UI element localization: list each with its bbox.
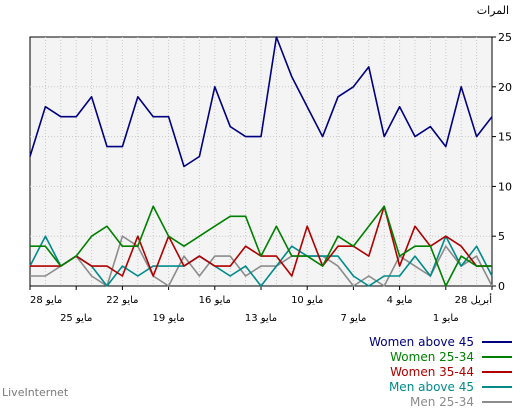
credit-text: LiveInternet bbox=[2, 386, 69, 399]
x-tick-label: 28 أبريل bbox=[455, 293, 493, 306]
series-line bbox=[29, 235, 493, 287]
legend-item: Men above 45 bbox=[292, 379, 512, 394]
x-axis-ticks: 28 مايو 22 مايو 16 مايو 10 مايو 4 مايو 28 أبر… bbox=[29, 286, 493, 324]
legend-item: Women 25-34 bbox=[292, 349, 512, 364]
y-tick-label: 25 bbox=[498, 31, 512, 44]
legend-swatch bbox=[482, 355, 512, 358]
series-line bbox=[30, 205, 492, 287]
x-tick-label: 4 مايو bbox=[387, 295, 413, 306]
legend-swatch bbox=[482, 400, 512, 403]
legend-item: Men 25-34 bbox=[292, 394, 512, 409]
legend-label: Men 25-34 bbox=[409, 394, 474, 409]
legend-label: Women 35-44 bbox=[390, 364, 474, 379]
legend-item: Women 35-44 bbox=[292, 364, 512, 379]
x-tick-label: 13 مايو bbox=[245, 313, 277, 324]
y-tick-label: 0 bbox=[498, 280, 505, 293]
y-axis-ticks: 0 5 10 15 20 25 bbox=[492, 31, 512, 293]
y-tick-label: 15 bbox=[498, 131, 512, 144]
x-tick-label: 16 مايو bbox=[199, 295, 231, 306]
legend-swatch bbox=[482, 340, 512, 343]
chart-legend: Women above 45 Women 25-34 Women 35-44 Men … bbox=[292, 334, 512, 409]
series-line bbox=[29, 36, 493, 168]
plot-area bbox=[29, 36, 493, 287]
series-lines bbox=[29, 36, 493, 287]
legend-item: Women above 45 bbox=[292, 334, 512, 349]
y-tick-label: 20 bbox=[498, 81, 512, 94]
x-tick-label: 19 مايو bbox=[152, 313, 184, 324]
x-tick-label: 7 مايو bbox=[340, 313, 366, 324]
y-axis-unit-label: المرات bbox=[476, 4, 509, 17]
legend-label: Men above 45 bbox=[388, 379, 474, 394]
line-chart: 0 5 10 15 20 25 28 مايو 22 مايو 16 مايو 10 مايو 4… bbox=[29, 31, 512, 324]
legend-label: Women above 45 bbox=[369, 334, 474, 349]
legend-label: Women 25-34 bbox=[390, 349, 474, 364]
x-tick-label: 28 مايو bbox=[30, 295, 62, 306]
y-tick-label: 10 bbox=[498, 180, 512, 193]
x-tick-label: 25 مايو bbox=[60, 313, 92, 324]
x-tick-label: 1 مايو bbox=[433, 313, 459, 324]
legend-swatch bbox=[482, 370, 512, 373]
x-tick-label: 22 مايو bbox=[106, 295, 138, 306]
legend-swatch bbox=[482, 385, 512, 388]
x-tick-label: 10 مايو bbox=[291, 295, 323, 306]
y-tick-label: 5 bbox=[498, 230, 505, 243]
